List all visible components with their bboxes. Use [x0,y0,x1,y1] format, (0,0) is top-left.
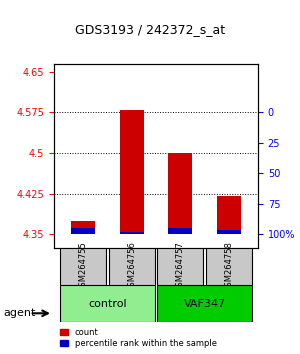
Bar [71,228,95,234]
Text: GSM264755: GSM264755 [79,241,88,292]
FancyBboxPatch shape [109,248,154,285]
FancyBboxPatch shape [60,248,106,285]
Bar [120,232,144,234]
FancyBboxPatch shape [158,285,252,322]
Text: VAF347: VAF347 [184,298,226,309]
Text: GSM264757: GSM264757 [176,241,185,292]
Bar [120,110,144,234]
Bar [217,196,241,234]
Bar [217,230,241,234]
Text: GSM264758: GSM264758 [224,241,233,292]
Text: GSM264756: GSM264756 [127,241,136,292]
FancyBboxPatch shape [206,248,252,285]
Bar [168,228,192,234]
Legend: count, percentile rank within the sample: count, percentile rank within the sample [58,326,218,350]
FancyBboxPatch shape [158,248,203,285]
FancyBboxPatch shape [60,285,154,322]
Bar [168,153,192,234]
Bar [71,221,95,234]
Text: control: control [88,298,127,309]
Text: agent: agent [3,308,35,318]
Text: GDS3193 / 242372_s_at: GDS3193 / 242372_s_at [75,23,225,36]
